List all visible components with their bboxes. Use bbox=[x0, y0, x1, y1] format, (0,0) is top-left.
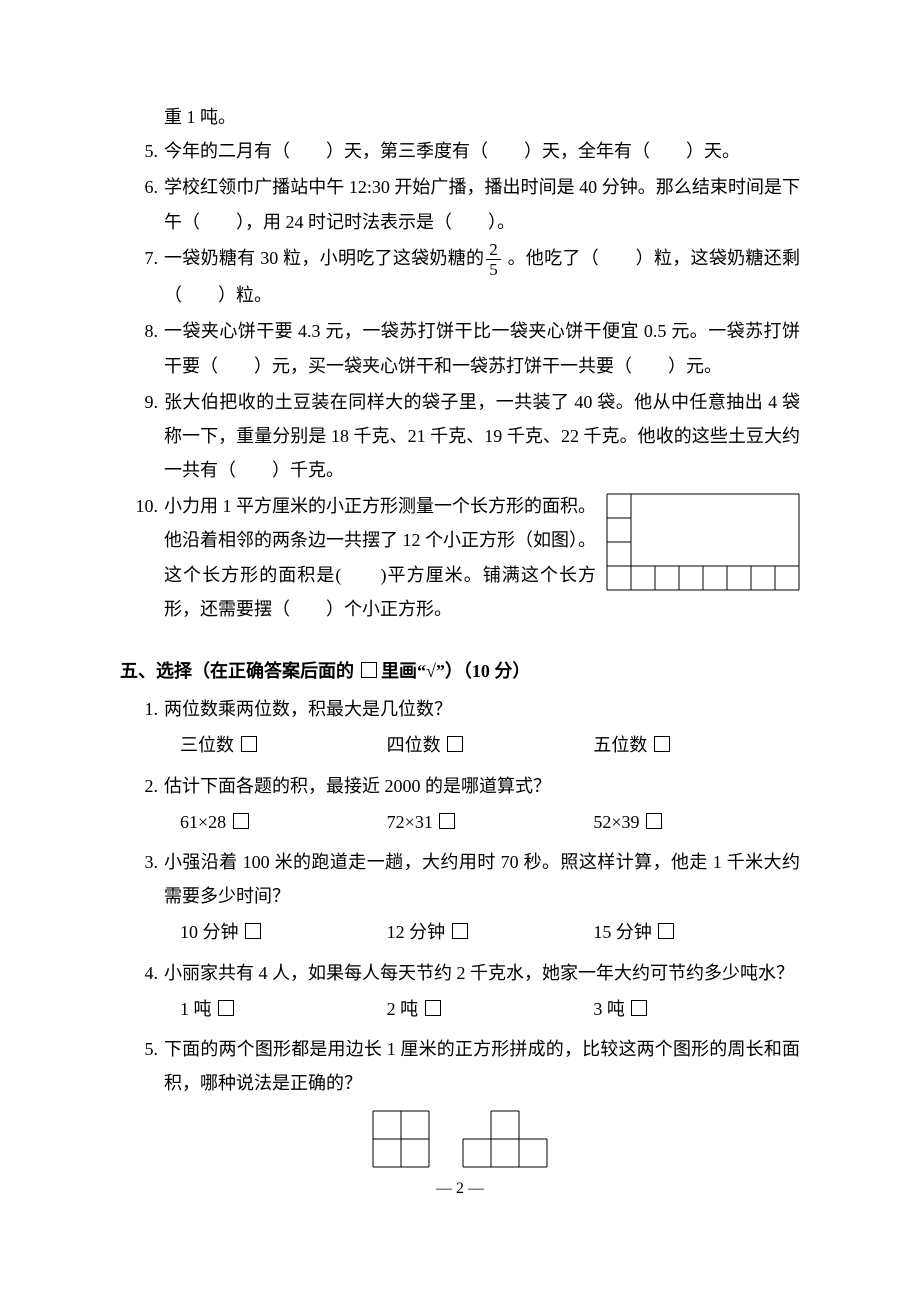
fill-item-5: 5. 今年的二月有（ ）天，第三季度有（ ）天，全年有（ ）天。 bbox=[120, 134, 800, 168]
item-text: 张大伯把收的土豆装在同样大的袋子里，一共装了 40 袋。他从中任意抽出 4 袋称… bbox=[164, 385, 800, 488]
choice-item-5: 5. 下面的两个图形都是用边长 1 厘米的正方形拼成的，比较这两个图形的周长和面… bbox=[120, 1032, 800, 1100]
q10-grid-figure bbox=[606, 493, 800, 591]
option[interactable]: 五位数 bbox=[593, 728, 800, 762]
fraction-two-fifths: 25 bbox=[486, 241, 501, 278]
fill-item-9: 9. 张大伯把收的土豆装在同样大的袋子里，一共装了 40 袋。他从中任意抽出 4… bbox=[120, 385, 800, 488]
item-text: 今年的二月有（ ）天，第三季度有（ ）天，全年有（ ）天。 bbox=[164, 134, 800, 168]
checkbox-icon[interactable] bbox=[646, 813, 662, 829]
q4-continuation: 重 1 吨。 bbox=[120, 100, 800, 134]
option[interactable]: 四位数 bbox=[387, 728, 594, 762]
fill-item-6: 6. 学校红领巾广播站中午 12:30 开始广播，播出时间是 40 分钟。那么结… bbox=[120, 170, 800, 238]
figure-b-tetromino bbox=[462, 1110, 548, 1168]
choice-item-1: 1. 两位数乘两位数，积最大是几位数？ bbox=[120, 692, 800, 726]
option[interactable]: 15 分钟 bbox=[593, 915, 800, 949]
item-text: 一袋夹心饼干要 4.3 元，一袋苏打饼干比一袋夹心饼干便宜 0.5 元。一袋苏打… bbox=[164, 314, 800, 382]
choice-3-options: 10 分钟 12 分钟 15 分钟 bbox=[120, 915, 800, 949]
checkbox-icon[interactable] bbox=[245, 923, 261, 939]
item-question: 下面的两个图形都是用边长 1 厘米的正方形拼成的，比较这两个图形的周长和面积，哪… bbox=[164, 1032, 800, 1100]
option[interactable]: 61×28 bbox=[180, 805, 387, 839]
choice-4-options: 1 吨 2 吨 3 吨 bbox=[120, 992, 800, 1026]
checkbox-icon[interactable] bbox=[233, 813, 249, 829]
option[interactable]: 12 分钟 bbox=[387, 915, 594, 949]
item-number: 9. bbox=[120, 385, 164, 488]
page-number: — 2 — bbox=[120, 1174, 800, 1204]
checkbox-icon[interactable] bbox=[241, 736, 257, 752]
checkbox-icon[interactable] bbox=[654, 736, 670, 752]
item-number: 5. bbox=[120, 134, 164, 168]
option[interactable]: 2 吨 bbox=[387, 992, 594, 1026]
item-number: 4. bbox=[120, 956, 164, 990]
checkbox-icon bbox=[361, 662, 377, 678]
q7-pre: 一袋奶糖有 30 粒，小明吃了这袋奶糖的 bbox=[164, 248, 484, 268]
figure-a-2x2 bbox=[372, 1110, 430, 1168]
option[interactable]: 1 吨 bbox=[180, 992, 387, 1026]
fill-item-8: 8. 一袋夹心饼干要 4.3 元，一袋苏打饼干比一袋夹心饼干便宜 0.5 元。一… bbox=[120, 314, 800, 382]
checkbox-icon[interactable] bbox=[218, 1000, 234, 1016]
item-text: 小力用 1 平方厘米的小正方形测量一个长方形的面积。他沿着相邻的两条边一共摆了 … bbox=[164, 489, 800, 626]
checkbox-icon[interactable] bbox=[447, 736, 463, 752]
choice-item-4: 4. 小丽家共有 4 人，如果每人每天节约 2 千克水，她家一年大约可节约多少吨… bbox=[120, 956, 800, 990]
choice-1-options: 三位数 四位数 五位数 bbox=[120, 728, 800, 762]
choice-item-3: 3. 小强沿着 100 米的跑道走一趟，大约用时 70 秒。照这样计算，他走 1… bbox=[120, 845, 800, 913]
checkbox-icon[interactable] bbox=[425, 1000, 441, 1016]
checkbox-icon[interactable] bbox=[439, 813, 455, 829]
option[interactable]: 10 分钟 bbox=[180, 915, 387, 949]
item-question: 小强沿着 100 米的跑道走一趟，大约用时 70 秒。照这样计算，他走 1 千米… bbox=[164, 845, 800, 913]
item-text: 学校红领巾广播站中午 12:30 开始广播，播出时间是 40 分钟。那么结束时间… bbox=[164, 170, 800, 238]
item-number: 8. bbox=[120, 314, 164, 382]
item-text: 一袋奶糖有 30 粒，小明吃了这袋奶糖的25 。他吃了（ ）粒，这袋奶糖还剩（ … bbox=[164, 241, 800, 313]
checkbox-icon[interactable] bbox=[452, 923, 468, 939]
item-number: 5. bbox=[120, 1032, 164, 1100]
item-number: 6. bbox=[120, 170, 164, 238]
item-question: 两位数乘两位数，积最大是几位数？ bbox=[164, 692, 800, 726]
choice-item-2: 2. 估计下面各题的积，最接近 2000 的是哪道算式？ bbox=[120, 769, 800, 803]
fill-item-10: 10. 小力用 1 平方厘米的小正方形测量一个长方形的面积。他沿着相邻的两条边一… bbox=[120, 489, 800, 626]
choice-2-options: 61×28 72×31 52×39 bbox=[120, 805, 800, 839]
q10-text: 小力用 1 平方厘米的小正方形测量一个长方形的面积。他沿着相邻的两条边一共摆了 … bbox=[164, 496, 596, 619]
item-number: 10. bbox=[120, 489, 164, 626]
item-number: 2. bbox=[120, 769, 164, 803]
item-number: 3. bbox=[120, 845, 164, 913]
item-number: 1. bbox=[120, 692, 164, 726]
item-question: 估计下面各题的积，最接近 2000 的是哪道算式？ bbox=[164, 769, 800, 803]
option[interactable]: 52×39 bbox=[593, 805, 800, 839]
choice-5-figures bbox=[120, 1110, 800, 1168]
checkbox-icon[interactable] bbox=[658, 923, 674, 939]
section-5-heading: 五、选择（在正确答案后面的 里画“√”）（10 分） bbox=[120, 654, 800, 688]
fill-item-7: 7. 一袋奶糖有 30 粒，小明吃了这袋奶糖的25 。他吃了（ ）粒，这袋奶糖还… bbox=[120, 241, 800, 313]
option[interactable]: 3 吨 bbox=[593, 992, 800, 1026]
option[interactable]: 三位数 bbox=[180, 728, 387, 762]
item-number: 7. bbox=[120, 241, 164, 313]
item-question: 小丽家共有 4 人，如果每人每天节约 2 千克水，她家一年大约可节约多少吨水？ bbox=[164, 956, 800, 990]
checkbox-icon[interactable] bbox=[631, 1000, 647, 1016]
option[interactable]: 72×31 bbox=[387, 805, 594, 839]
